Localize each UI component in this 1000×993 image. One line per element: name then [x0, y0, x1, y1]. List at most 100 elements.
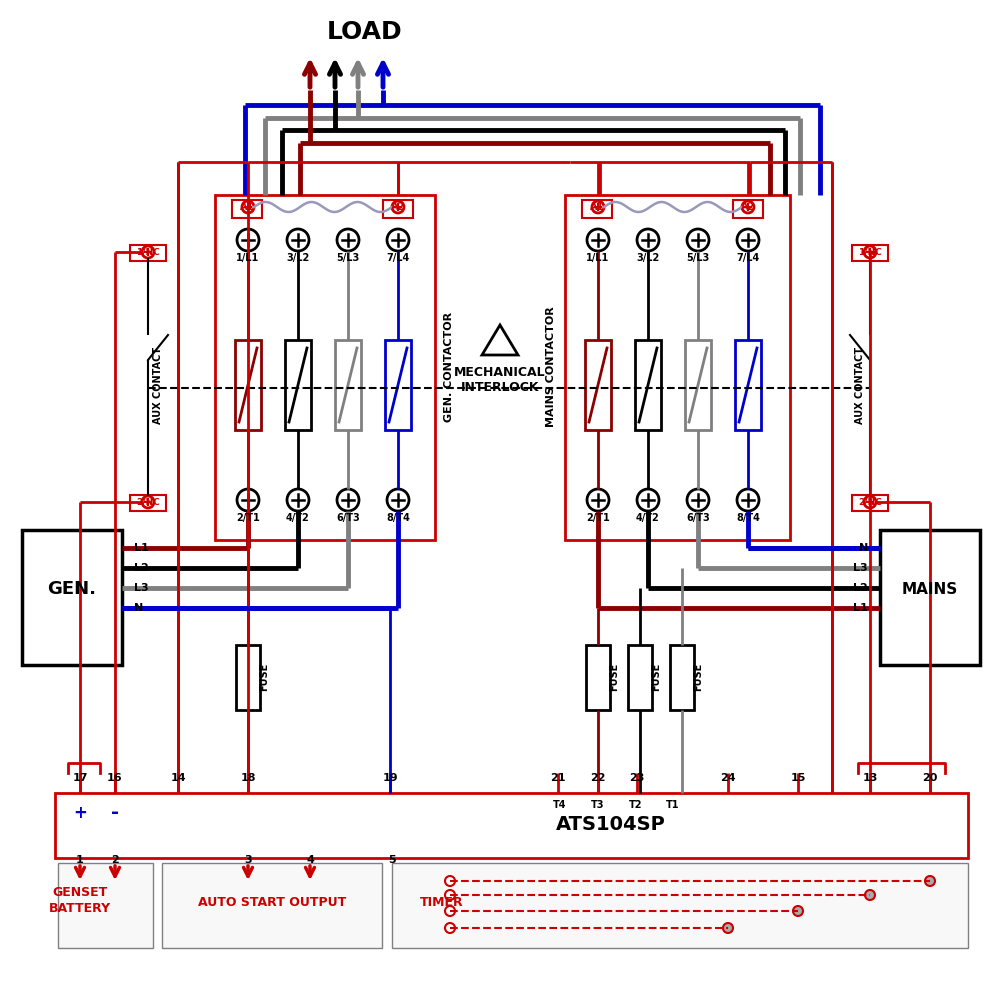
Bar [628, 645, 652, 710]
Text: GEN. CONTACTOR: GEN. CONTACTOR [444, 312, 454, 422]
Bar [392, 863, 968, 948]
Circle shape [337, 489, 359, 511]
Text: L1: L1 [134, 543, 149, 553]
Text: 1/NC: 1/NC [858, 247, 882, 256]
Bar [235, 340, 261, 430]
Bar [385, 340, 411, 430]
Text: 2/T1: 2/T1 [586, 513, 610, 523]
Text: 7/L4: 7/L4 [736, 253, 760, 263]
Bar [880, 530, 980, 665]
Bar [635, 340, 661, 430]
Text: 4/T2: 4/T2 [636, 513, 660, 523]
Circle shape [142, 496, 154, 508]
Circle shape [287, 489, 309, 511]
Bar [585, 340, 611, 430]
Circle shape [287, 229, 309, 251]
Text: 8/T4: 8/T4 [386, 513, 410, 523]
Bar [565, 195, 790, 540]
Text: MAINS CONTACTOR: MAINS CONTACTOR [546, 307, 556, 427]
Text: 23: 23 [629, 773, 645, 783]
Bar [130, 245, 166, 261]
Circle shape [925, 876, 935, 886]
Text: 2/T1: 2/T1 [236, 513, 260, 523]
Bar [232, 200, 262, 218]
Circle shape [793, 906, 803, 916]
Text: -: - [111, 803, 119, 822]
Text: T1: T1 [666, 800, 680, 810]
Circle shape [392, 201, 404, 213]
Text: 21: 21 [550, 773, 566, 783]
Bar [685, 340, 711, 430]
Text: 15: 15 [790, 773, 806, 783]
Text: LOAD: LOAD [327, 20, 403, 44]
Bar [735, 340, 761, 430]
Bar [215, 195, 435, 540]
Text: 19: 19 [382, 773, 398, 783]
Text: FUSE: FUSE [609, 663, 619, 691]
Circle shape [587, 489, 609, 511]
Text: TIMER: TIMER [420, 897, 464, 910]
Bar [335, 340, 361, 430]
Text: N: N [859, 543, 868, 553]
Circle shape [687, 489, 709, 511]
Text: 17: 17 [72, 773, 88, 783]
Text: 5: 5 [388, 855, 396, 865]
Bar [58, 863, 153, 948]
Bar [22, 530, 122, 665]
Text: MECHANICAL
INTERLOCK: MECHANICAL INTERLOCK [454, 366, 546, 394]
Text: 2: 2 [111, 855, 119, 865]
Text: 6/T3: 6/T3 [336, 513, 360, 523]
Text: 14: 14 [170, 773, 186, 783]
Bar [670, 645, 694, 710]
Circle shape [723, 923, 733, 933]
Text: L3: L3 [134, 583, 149, 593]
Circle shape [592, 201, 604, 213]
Text: FUSE: FUSE [693, 663, 703, 691]
Text: L2: L2 [134, 563, 149, 573]
Bar [582, 200, 612, 218]
Bar [852, 495, 888, 511]
Text: T3: T3 [591, 800, 605, 810]
Bar [852, 245, 888, 261]
Circle shape [864, 246, 876, 258]
Circle shape [445, 876, 455, 886]
Circle shape [337, 229, 359, 251]
Text: L1: L1 [853, 603, 868, 613]
Text: 8/T4: 8/T4 [736, 513, 760, 523]
Circle shape [445, 906, 455, 916]
Text: BATTERY: BATTERY [49, 902, 111, 915]
Circle shape [142, 246, 154, 258]
Circle shape [387, 229, 409, 251]
Text: AUX CONTACT: AUX CONTACT [153, 347, 163, 424]
Circle shape [242, 201, 254, 213]
Text: 1/L1: 1/L1 [586, 253, 610, 263]
Bar [285, 340, 311, 430]
Circle shape [865, 890, 875, 900]
Circle shape [737, 229, 759, 251]
Text: 4/T2: 4/T2 [286, 513, 310, 523]
Text: A2: A2 [391, 202, 405, 212]
Circle shape [445, 890, 455, 900]
Text: +: + [73, 804, 87, 822]
Text: L2: L2 [853, 583, 868, 593]
Circle shape [237, 229, 259, 251]
Text: 2/NC: 2/NC [858, 497, 882, 506]
Circle shape [445, 923, 455, 933]
Text: L3: L3 [853, 563, 868, 573]
Circle shape [237, 489, 259, 511]
Text: A1: A1 [590, 202, 604, 212]
Bar [733, 200, 763, 218]
Circle shape [587, 229, 609, 251]
Text: 2/NC: 2/NC [136, 497, 160, 506]
Text: 3/L2: 3/L2 [636, 253, 660, 263]
Text: GEN.: GEN. [48, 580, 96, 598]
Text: FUSE: FUSE [259, 663, 269, 691]
Bar [586, 645, 610, 710]
Circle shape [737, 489, 759, 511]
Text: 18: 18 [240, 773, 256, 783]
Circle shape [637, 229, 659, 251]
Text: 22: 22 [590, 773, 606, 783]
Bar [236, 645, 260, 710]
Text: AUTO START OUTPUT: AUTO START OUTPUT [198, 897, 346, 910]
Text: A1: A1 [240, 202, 254, 212]
